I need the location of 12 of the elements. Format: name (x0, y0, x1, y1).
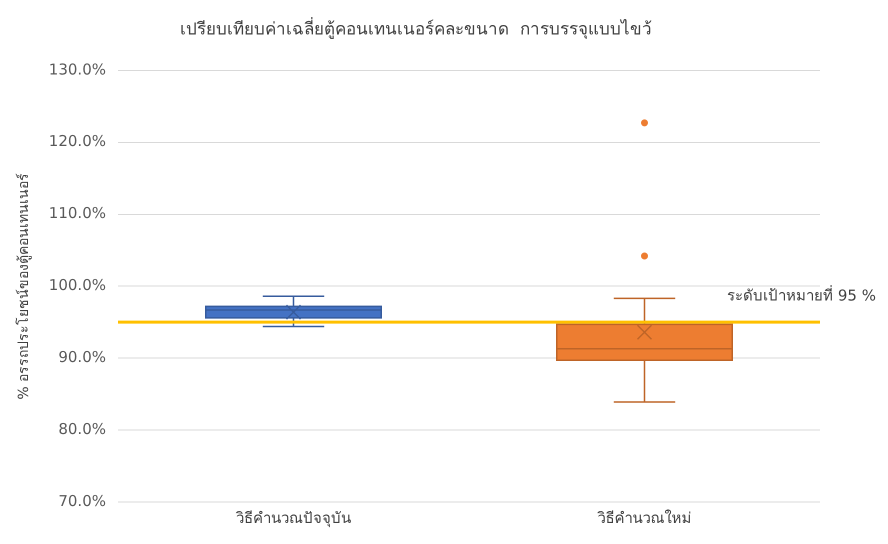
y-tick-label: 70.0% (58, 492, 106, 510)
y-axis-title: % อรรถประโยชน์ของตู้คอนเทนเนอร์ (15, 172, 32, 400)
chart-title: เปรียบเทียบค่าเฉลี่ยตู้คอนเทนเนอร์คละขนาด การบรรจุแบบไขว้ (180, 16, 652, 40)
y-tick-label: 110.0% (48, 204, 106, 222)
ref-line-label: ระดับเป้าหมายที่ 95 % (727, 284, 876, 305)
x-tick-label: วิธีคำนวณปัจจุบัน (234, 508, 351, 528)
x-tick-label: วิธีคำนวณใหม่ (596, 508, 692, 527)
y-tick-label: 120.0% (48, 132, 106, 150)
y-tick-label: 100.0% (48, 276, 106, 294)
y-tick-label: 80.0% (58, 420, 106, 438)
y-tick-label: 130.0% (48, 60, 106, 78)
y-tick-label: 90.0% (58, 348, 106, 366)
